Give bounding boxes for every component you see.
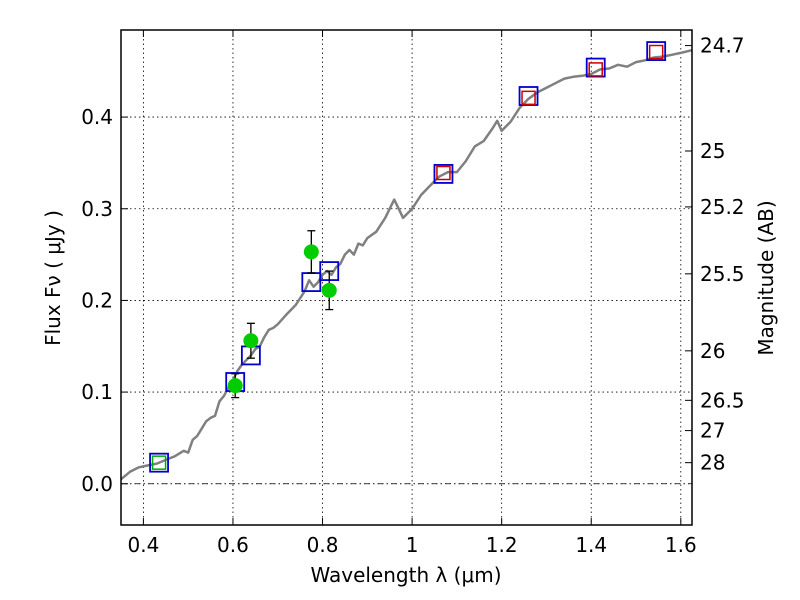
y2-tick-label: 25.2 <box>700 195 745 219</box>
y-tick-label: 0.3 <box>81 197 113 221</box>
y2-tick-label: 25.5 <box>700 262 745 286</box>
measured-points <box>227 230 337 399</box>
model-spectrum <box>120 48 693 481</box>
axis-ticks <box>121 30 692 525</box>
measured-flux-square <box>436 165 451 181</box>
spectrum-line <box>120 48 693 481</box>
photometry-squares <box>149 41 667 473</box>
x-axis-label: Wavelength λ (μm) <box>310 563 501 587</box>
y2-tick-label: 28 <box>700 451 725 475</box>
x-tick-label: 1.6 <box>665 533 697 557</box>
y2-tick-label: 25 <box>700 139 725 163</box>
x-tick-label: 1.4 <box>575 533 607 557</box>
model-photometry-square <box>149 452 169 473</box>
measured-flux-point <box>227 378 243 394</box>
y2-tick-label: 26 <box>700 339 725 363</box>
y2-tick-labels: 24.7 25 25.2 25.5 26 26.5 27 28 <box>700 34 745 475</box>
x-tick-label: 1 <box>406 533 419 557</box>
y-tick-label: 0.0 <box>81 472 113 496</box>
x-tick-label: 0.8 <box>307 533 339 557</box>
y-tick-label: 0.4 <box>81 105 113 129</box>
measured-flux-point <box>303 244 319 260</box>
measured-flux-square <box>151 455 167 470</box>
y-tick-labels: 0.0 0.1 0.2 0.3 0.4 <box>81 105 113 496</box>
y2-tick-label: 27 <box>700 419 725 443</box>
measured-flux-square <box>521 90 536 106</box>
x-tick-label: 1.2 <box>486 533 518 557</box>
x-tick-labels: 0.4 0.6 0.8 1 1.2 1.4 1.6 <box>127 533 696 557</box>
measured-flux-square <box>588 62 603 77</box>
measured-flux-square <box>648 44 664 60</box>
y2-axis-label: Magnitude (AB) <box>754 200 778 355</box>
model-photometry-square <box>646 41 667 61</box>
x-tick-label: 0.4 <box>127 533 159 557</box>
measured-flux-point <box>321 282 337 298</box>
x-tick-label: 0.6 <box>217 533 249 557</box>
measured-flux-point <box>243 333 259 349</box>
plot-frame <box>120 29 693 526</box>
y2-tick-label: 24.7 <box>700 34 745 58</box>
model-photometry-square <box>433 164 454 184</box>
y2-tick-label: 26.5 <box>700 388 745 412</box>
y-tick-label: 0.1 <box>81 380 113 404</box>
y-axis-label: Flux Fν ( μJy ) <box>41 210 65 346</box>
grid-lines <box>121 30 692 525</box>
y-tick-label: 0.2 <box>81 288 113 312</box>
